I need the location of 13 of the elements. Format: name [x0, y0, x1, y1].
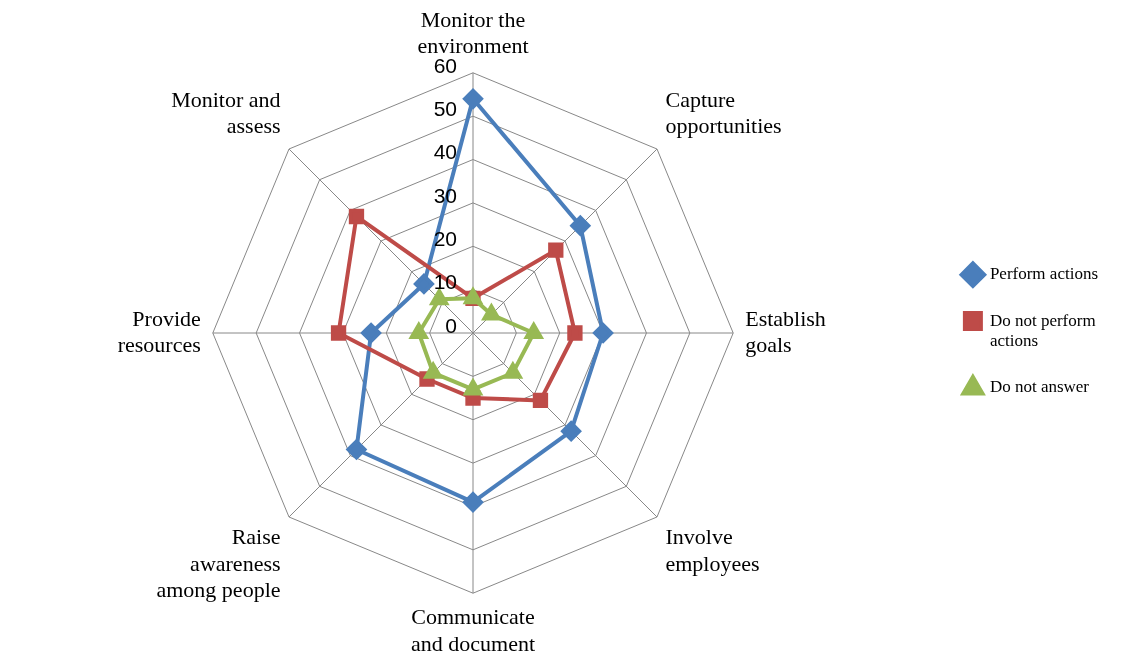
spoke-label: Communicate and document [410, 604, 536, 656]
spoke-label: Involve employees [665, 524, 760, 576]
y-tick-label: 40 [433, 140, 457, 164]
y-tick-label: 0 [445, 313, 457, 337]
spoke-label: Provide resources [117, 305, 201, 357]
y-tick-label: 50 [433, 96, 457, 120]
legend-label: Perform actions [989, 264, 1098, 284]
legend-label: Do not answer [989, 377, 1090, 397]
spoke-label: Capture opportunities [665, 86, 782, 139]
spoke-label: Establish goals [745, 305, 826, 357]
spoke-label: Raise awareness among people [156, 524, 281, 603]
legend-label: Do not perform actions [989, 310, 1096, 350]
spoke-label: Monitor and assess [171, 86, 281, 139]
